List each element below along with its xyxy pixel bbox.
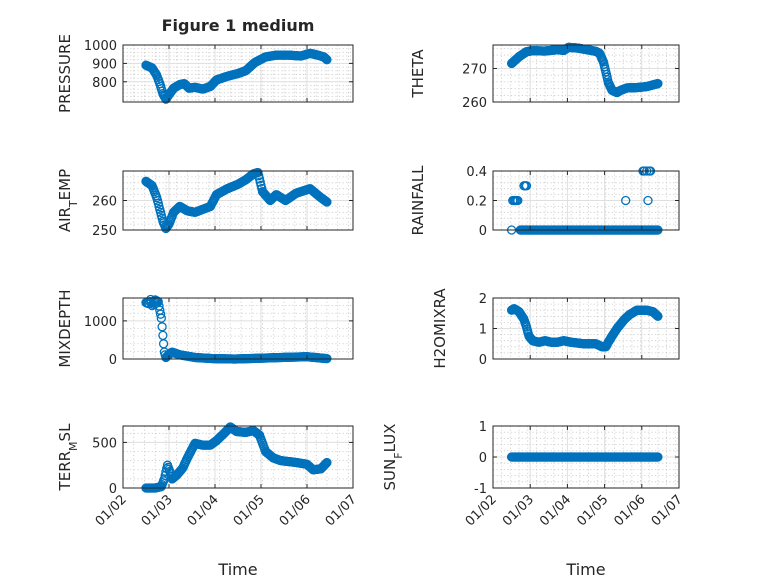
subplot-pressure: 800 900 1000 PRESSURE Figure 1 medium (56, 16, 354, 113)
data-point (156, 313, 166, 323)
subplot-h2omixra: 0 1 2 H2OMIXRA (431, 288, 680, 369)
series-markers (506, 452, 663, 462)
y-tick-label: 1 (479, 323, 487, 338)
series-markers (141, 48, 332, 104)
data-point (643, 195, 653, 206)
data-point (653, 311, 663, 321)
x-tick-label: 01/02 (93, 492, 130, 529)
data-point (157, 322, 167, 332)
y-axis-label: MIXDEPTH (56, 289, 74, 367)
data-point (320, 459, 331, 469)
y-tick-label: -1 (474, 482, 487, 497)
data-point (321, 54, 331, 64)
y-tick-label: 0 (109, 482, 117, 497)
x-tick-label: 01/07 (649, 492, 686, 529)
data-point (322, 55, 332, 65)
y-tick-label: 2 (479, 292, 487, 307)
y-tick-label: 270 (462, 62, 487, 77)
y-tick-label: 500 (92, 436, 117, 451)
axes-frame (122, 425, 354, 489)
y-tick-label: 1000 (84, 315, 117, 330)
data-point (513, 195, 523, 206)
figure-title: Figure 1 medium (162, 16, 315, 35)
series-markers (506, 304, 663, 352)
data-point (319, 460, 330, 470)
x-tick-label: 01/04 (537, 492, 574, 529)
y-tick-label: 1 (479, 420, 487, 435)
series-markers (506, 42, 663, 98)
y-tick-label: 900 (92, 57, 117, 72)
y-axis-label: TERRMSL (56, 423, 80, 492)
subplot-theta: 260 270 THETA (409, 42, 680, 111)
y-axis-label: SUNFLUX (381, 424, 405, 491)
series-markers (141, 167, 332, 234)
y-tick-label: 250 (92, 224, 117, 239)
subplot-terr_msl: 01/02 01/03 01/04 01/05 01/06 01/07 0 500 TERRMS… (56, 422, 360, 579)
x-tick-label: 01/03 (139, 492, 176, 529)
data-point (521, 181, 532, 191)
x-axis-label: Time (217, 560, 257, 579)
x-tick-label: 01/03 (500, 492, 537, 529)
y-tick-label: 260 (462, 96, 487, 111)
data-point (653, 78, 663, 89)
axes-frame (122, 297, 354, 360)
y-axis-label: H2OMIXRA (431, 288, 449, 369)
x-tick-label: 01/06 (612, 492, 649, 529)
y-tick-label: 0 (479, 353, 487, 368)
x-axis-label: Time (565, 560, 605, 579)
data-point (621, 195, 631, 206)
data-point (155, 309, 166, 319)
x-tick-label: 01/07 (323, 492, 360, 529)
y-tick-label: 0.4 (466, 165, 487, 180)
y-tick-label: 1000 (84, 39, 117, 54)
y-tick-label: 260 (92, 195, 117, 210)
x-tick-label: 01/02 (463, 492, 500, 529)
y-axis-label: AIRTEMP (56, 169, 80, 232)
y-axis-label: THETA (409, 49, 427, 99)
x-tick-label: 01/04 (185, 492, 222, 529)
subplot-rainfall: 0 0.2 0.4 RAINFALL (409, 165, 680, 239)
axes-frame (492, 44, 680, 103)
subplot-sun_flux: 01/02 01/03 01/04 01/05 01/06 01/07 -1 0 1 SUNFLU… (381, 420, 686, 579)
y-axis-label: RAINFALL (409, 165, 427, 236)
y-tick-label: 0 (479, 451, 487, 466)
subplot-mixdepth: 0 1000 MIXDEPTH (56, 289, 354, 368)
subplot-air_temp: 250 260 AIRTEMP (56, 167, 354, 239)
data-point (653, 452, 663, 462)
y-tick-label: 0 (479, 224, 487, 239)
x-tick-label: 01/05 (231, 492, 268, 529)
data-point (322, 197, 332, 207)
y-tick-label: 0.2 (466, 195, 487, 210)
y-tick-label: 0 (109, 353, 117, 368)
y-axis-label: PRESSURE (56, 34, 74, 113)
y-tick-label: 800 (92, 76, 117, 91)
series-markers (141, 422, 332, 493)
data-point (322, 457, 332, 468)
axes-frame (122, 44, 354, 103)
x-tick-label: 01/06 (277, 492, 314, 529)
x-tick-label: 01/05 (574, 492, 611, 529)
